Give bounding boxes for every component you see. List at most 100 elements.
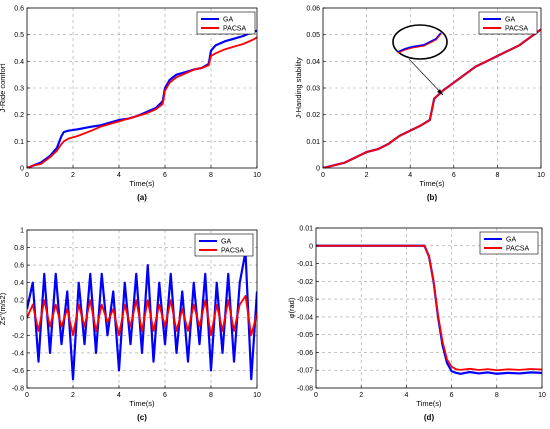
zoom-line-pacsa [397, 33, 442, 54]
x-tick-label: 0 [321, 172, 325, 179]
y-tick-label: -0.03 [297, 297, 313, 304]
x-axis-label: Time(s) [416, 399, 442, 408]
y-tick-label: 0 [20, 166, 24, 173]
y-tick-label: 0.4 [14, 280, 24, 287]
x-tick-label: 4 [408, 172, 412, 179]
y-tick-label: 0 [309, 243, 313, 250]
panel-b: 0 2 4 6 8 10 0 0.01 0.02 0.03 0.04 0.05 0.06 Time(s) J… [294, 6, 545, 203]
x-axis-label: Time(s) [129, 179, 155, 188]
y-tick-label: -0.06 [297, 350, 313, 357]
x-tick-label: 2 [71, 172, 75, 179]
x-tick-label: 8 [209, 172, 213, 179]
x-tick-label: 0 [314, 392, 318, 399]
x-tick-label: 4 [117, 172, 121, 179]
y-axis-label: J-Handing stability [294, 57, 303, 119]
y-tick-label: 0.8 [14, 245, 24, 252]
series-line-pacsa [323, 28, 541, 168]
y-tick-label: 0.6 [14, 6, 24, 13]
panel-caption: (b) [427, 193, 438, 202]
y-tick-label: -0.4 [12, 350, 24, 357]
x-tick-label: 6 [163, 172, 167, 179]
x-tick-label: 0 [25, 392, 29, 399]
y-tick-label: -0.01 [297, 261, 313, 268]
x-tick-label: 10 [538, 392, 546, 399]
x-tick-label: 4 [117, 392, 121, 399]
x-tick-label: 8 [495, 172, 499, 179]
y-tick-label: 0.02 [306, 112, 320, 119]
axes-frame [26, 229, 258, 389]
x-tick-label: 10 [253, 172, 261, 179]
series-line-ga [27, 29, 257, 168]
x-tick-label: 6 [452, 172, 456, 179]
y-tick-label: -0.08 [297, 386, 313, 393]
x-tick-label: 6 [163, 392, 167, 399]
y-tick-label: 1 [20, 228, 24, 235]
y-tick-label: 0.01 [299, 226, 313, 233]
y-tick-label: 0.3 [14, 86, 24, 93]
zoom-arrowhead [437, 89, 443, 95]
axes-frame [315, 227, 543, 389]
x-tick-label: 8 [495, 392, 499, 399]
legend-label-pacsa: PACSA [223, 26, 247, 33]
y-tick-label: 0.1 [14, 139, 24, 146]
y-tick-label: -0.6 [12, 368, 24, 375]
x-tick-label: 8 [209, 392, 213, 399]
x-tick-label: 10 [537, 172, 545, 179]
y-tick-label: 0.05 [306, 32, 320, 39]
legend: GA PACSA [194, 233, 254, 257]
series-line-pacsa [27, 294, 257, 337]
legend-label-ga: GA [505, 17, 515, 24]
y-tick-label: -0.8 [12, 386, 24, 393]
y-tick-label: 0 [20, 315, 24, 322]
y-axis-label: Zs''(m/s2) [0, 292, 7, 325]
y-tick-label: -0.02 [297, 279, 313, 286]
y-tick-label: -0.2 [12, 333, 24, 340]
y-tick-label: 0.2 [14, 112, 24, 119]
zoom-inset [392, 24, 448, 96]
legend-label-pacsa: PACSA [505, 26, 529, 33]
series-line-pacsa [316, 244, 542, 372]
legend: GA PACSA [478, 11, 538, 35]
zoom-circle [392, 24, 448, 60]
y-axis-label: J-Ride comfort [0, 63, 7, 113]
legend-label-pacsa: PACSA [506, 246, 530, 253]
x-axis-label: Time(s) [419, 179, 445, 188]
y-tick-label: -0.07 [297, 368, 313, 375]
legend-label-pacsa: PACSA [221, 248, 245, 255]
series-line-ga [27, 250, 257, 381]
panel-caption: (d) [424, 413, 435, 422]
legend-label-ga: GA [221, 239, 231, 246]
y-tick-label: -0.05 [297, 332, 313, 339]
y-tick-label: 0.4 [14, 59, 24, 66]
x-tick-label: 2 [71, 392, 75, 399]
y-tick-label: -0.04 [297, 314, 313, 321]
panel-caption: (c) [137, 413, 147, 422]
x-tick-label: 10 [253, 392, 261, 399]
y-tick-label: 0.2 [14, 298, 24, 305]
y-tick-label: 0.04 [306, 59, 320, 66]
y-tick-label: 0 [316, 166, 320, 173]
y-tick-label: 0.03 [306, 86, 320, 93]
x-tick-label: 2 [359, 392, 363, 399]
legend: GA PACSA [196, 11, 256, 35]
x-axis-label: Time(s) [129, 399, 155, 408]
x-tick-label: 4 [404, 392, 408, 399]
x-tick-label: 0 [25, 172, 29, 179]
x-tick-label: 2 [365, 172, 369, 179]
y-tick-label: 0.06 [306, 6, 320, 13]
series-line-pacsa [27, 36, 257, 168]
zoom-pointer-arrow [408, 58, 444, 96]
x-tick-label: 6 [450, 392, 454, 399]
panel-c: 0 2 4 6 8 10 -0.8 -0.6 -0.4 -0.2 0 0.2 0.4 0.6 0.8 1 Tim… [0, 228, 261, 423]
legend: GA PACSA [479, 231, 539, 255]
legend-label-ga: GA [506, 237, 516, 244]
y-axis-label: φ(rad) [287, 297, 296, 318]
legend-label-ga: GA [223, 17, 233, 24]
y-tick-label: 0.01 [306, 139, 320, 146]
y-tick-label: 0.5 [14, 32, 24, 39]
zoom-line-ga [397, 32, 442, 53]
panel-d: 0 2 4 6 8 10 -0.08 -0.07 -0.06 -0.05 -0.04 -0.03 -0.… [287, 226, 546, 423]
y-tick-label: 0.6 [14, 263, 24, 270]
panel-a: 0 2 4 6 8 10 0 0.1 0.2 0.3 0.4 0.5 0.6 Time(s) J-Ride … [0, 6, 261, 203]
